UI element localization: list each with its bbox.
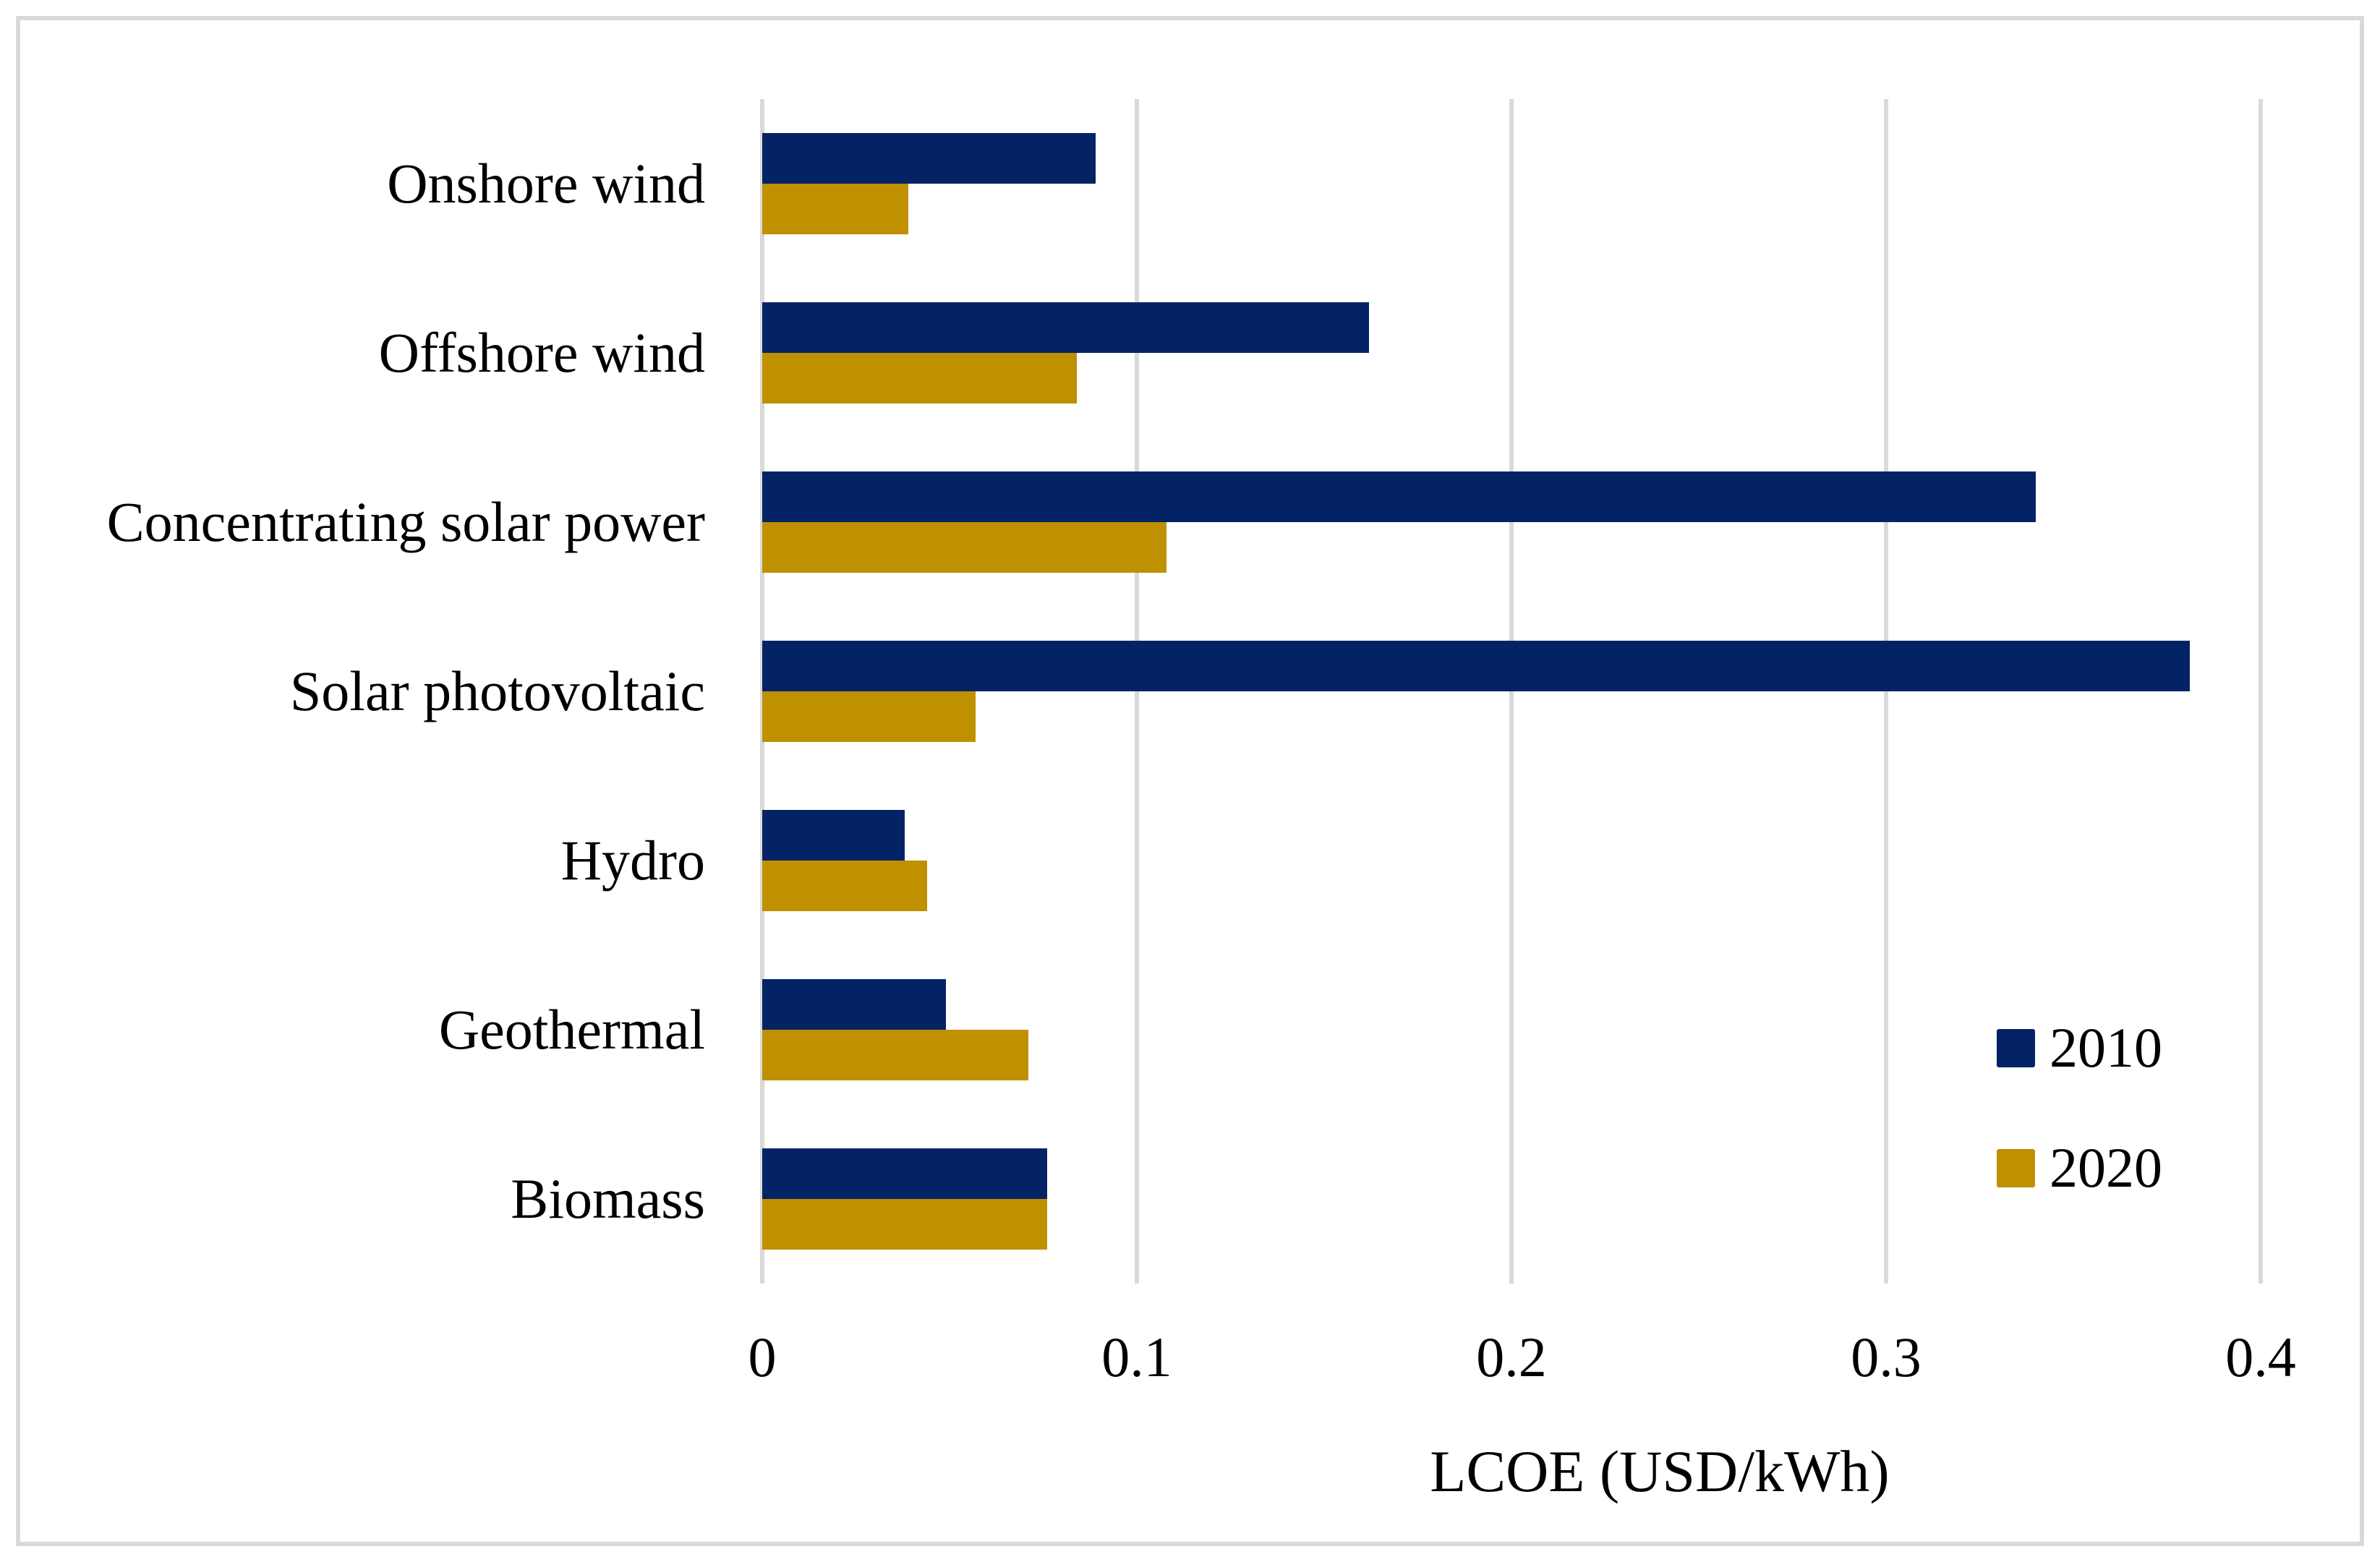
category-label-concentrating-solar-power: Concentrating solar power [106,490,705,553]
x-tick-label-0: 0 [748,1326,777,1388]
bar-2010-geothermal [762,979,946,1030]
x-tick-label-0.4: 0.4 [2225,1326,2296,1388]
bar-2020-solar-photovoltaic [762,691,976,742]
gridline-x-0.3 [1884,99,1888,1284]
bar-2010-hydro [762,810,905,861]
gridline-x-0.1 [1135,99,1139,1284]
bar-2020-offshore-wind [762,353,1077,404]
legend-label-2010: 2010 [2050,1016,2162,1079]
bar-2020-onshore-wind [762,184,908,234]
bar-2010-biomass [762,1148,1047,1199]
category-label-biomass: Biomass [511,1167,705,1230]
bar-2010-onshore-wind [762,133,1096,184]
category-label-geothermal: Geothermal [438,998,705,1061]
x-tick-label-0.1: 0.1 [1101,1326,1172,1388]
gridline-x-0.4 [2259,99,2263,1284]
bar-2010-offshore-wind [762,302,1369,353]
legend-label-2020: 2020 [2050,1136,2162,1199]
bar-2020-biomass [762,1199,1047,1250]
x-axis-title: LCOE (USD/kWh) [1430,1438,1890,1504]
bar-2010-solar-photovoltaic [762,641,2190,691]
legend-item-2020: 2020 [1997,1140,2162,1196]
bar-2010-concentrating-solar-power [762,471,2036,522]
x-tick-label-0.2: 0.2 [1476,1326,1547,1388]
legend-swatch-2010 [1997,1028,2035,1067]
legend-swatch-2020 [1997,1148,2035,1187]
bar-2020-hydro [762,861,927,911]
category-label-hydro: Hydro [560,829,705,892]
legend-item-2010: 2010 [1997,1020,2162,1076]
category-label-onshore-wind: Onshore wind [387,152,705,215]
bar-2020-concentrating-solar-power [762,522,1166,573]
x-tick-label-0.3: 0.3 [1851,1326,1922,1388]
legend: 2010 2020 [1997,1020,2162,1260]
bar-2020-geothermal [762,1030,1028,1080]
category-label-offshore-wind: Offshore wind [378,321,705,384]
gridline-x-0.2 [1509,99,1514,1284]
category-label-solar-photovoltaic: Solar photovoltaic [289,660,705,722]
